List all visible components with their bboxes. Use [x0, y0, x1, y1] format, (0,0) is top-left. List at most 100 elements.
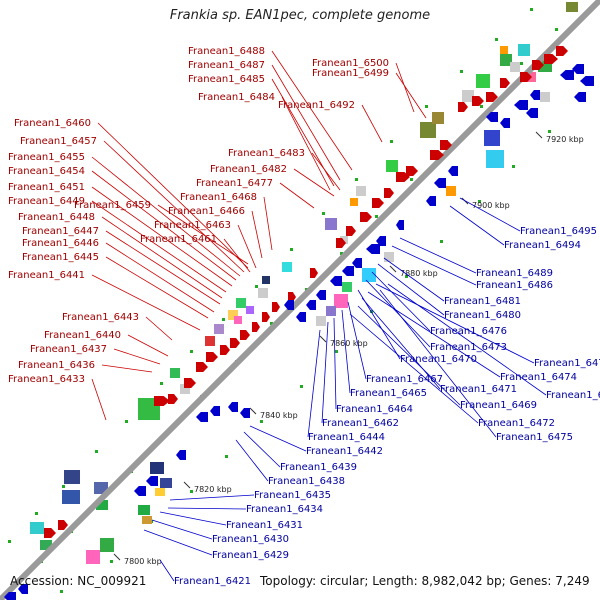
forward-gene-label: Franean1_6477: [196, 178, 273, 189]
forward-gene-arrow: [252, 322, 260, 332]
reverse-leader-line: [235, 439, 269, 482]
kbp-marker-label: 7840 kbp: [260, 411, 298, 420]
guide-mark: [375, 215, 378, 218]
forward-leader-line: [223, 238, 251, 273]
guide-mark: [160, 382, 163, 385]
forward-gene-label: Franean1_6492: [278, 100, 355, 111]
guide-mark: [440, 240, 443, 243]
reverse-gene-arrow: [296, 312, 306, 322]
forward-gene-arrow: [532, 60, 544, 70]
reverse-leader-line: [459, 197, 521, 232]
reverse-gene-label: Franean1_6480: [444, 310, 521, 321]
reverse-leader-line: [367, 291, 501, 378]
reverse-leader-line: [399, 237, 477, 274]
reverse-gene-label: Franean1_6481: [444, 296, 521, 307]
forward-gene-label: Franean1_6433: [8, 374, 85, 385]
reverse-leader-line: [449, 205, 505, 246]
forward-gene-label: Franean1_6463: [154, 220, 231, 231]
guide-mark: [425, 105, 428, 108]
track-block: [40, 540, 52, 550]
forward-leader-line: [105, 230, 221, 305]
feature-tracks: [30, 2, 578, 564]
track-block: [160, 478, 172, 488]
track-block: [350, 198, 358, 206]
forward-gene-arrow: [220, 345, 230, 355]
forward-leader-line: [263, 196, 273, 251]
forward-gene-arrow: [154, 396, 170, 406]
reverse-leader-line: [249, 425, 307, 452]
track-block: [138, 505, 150, 515]
forward-leader-line: [91, 378, 107, 421]
track-block: [446, 186, 456, 196]
forward-gene-arrow: [360, 212, 372, 222]
reverse-gene-label: Franean1_6486: [476, 280, 553, 291]
track-block: [258, 288, 268, 298]
track-block: [386, 160, 398, 172]
forward-leader-line: [105, 242, 215, 313]
reverse-gene-arrow: [448, 166, 458, 176]
reverse-gene-arrow: [376, 236, 386, 246]
reverse-gene-arrow: [316, 290, 326, 300]
reverse-gene-label: Franean1_6444: [308, 432, 385, 443]
gene-labels: Franean1_6488 Franean1_6487 Franean1_6485 F…: [8, 46, 600, 587]
guide-mark: [335, 350, 338, 353]
reverse-leader-line: [357, 305, 461, 406]
forward-gene-arrow: [486, 92, 498, 102]
reverse-gene-arrow: [176, 450, 186, 460]
track-block: [142, 516, 152, 524]
reverse-gene-label: Franean1_6467: [366, 374, 443, 385]
guide-mark: [190, 490, 193, 493]
guide-mark: [460, 70, 463, 73]
forward-leader-line: [103, 140, 245, 273]
reverse-gene-arrow: [500, 118, 510, 128]
forward-gene-arrow: [520, 72, 532, 82]
track-block: [155, 488, 165, 496]
track-block: [236, 298, 246, 308]
forward-leader-line: [293, 168, 335, 197]
forward-leader-line: [311, 152, 341, 191]
reverse-gene-arrow: [18, 584, 28, 594]
forward-gene-label: Franean1_6484: [198, 92, 275, 103]
reverse-gene-arrow: [196, 412, 208, 422]
reverse-gene-label: Franean1_6479: [546, 390, 600, 401]
track-block: [384, 252, 394, 262]
reverse-gene-label: Franean1_6421: [174, 576, 251, 587]
forward-gene-label: Franean1_6499: [312, 68, 389, 79]
reverse-leader-line: [383, 257, 445, 302]
forward-leader-line: [113, 348, 161, 365]
guide-mark: [8, 540, 11, 543]
track-block: [420, 122, 436, 138]
reverse-gene-label: Franean1_6465: [350, 388, 427, 399]
forward-gene-label: Franean1_6443: [62, 312, 139, 323]
guide-mark: [478, 200, 481, 203]
forward-gene-arrow: [230, 338, 240, 348]
reverse-gene-arrow: [560, 70, 574, 80]
forward-gene-label: Franean1_6440: [44, 330, 121, 341]
forward-gene-arrow: [168, 394, 178, 404]
reverse-gene-label: Franean1_6464: [336, 404, 413, 415]
label-leader-lines: [91, 50, 547, 582]
forward-gene-label: Franean1_6446: [22, 238, 99, 249]
track-block: [500, 46, 508, 54]
track-block: [518, 44, 530, 56]
guide-mark: [300, 385, 303, 388]
kbp-tick: [249, 407, 257, 415]
forward-gene-arrow: [556, 46, 568, 56]
track-block: [342, 282, 352, 292]
guide-mark: [290, 248, 293, 251]
forward-gene-arrow: [472, 96, 484, 106]
genome-title: Frankia sp. EAN1pec, complete genome: [169, 8, 431, 23]
forward-gene-arrow: [288, 292, 296, 302]
track-block: [484, 130, 500, 146]
forward-gene-arrow: [500, 78, 510, 88]
forward-gene-label: Franean1_6451: [8, 182, 85, 193]
reverse-gene-arrow: [330, 276, 342, 286]
kbp-tick: [389, 265, 397, 273]
reverse-gene-arrow: [366, 244, 380, 254]
guide-mark: [530, 8, 533, 11]
reverse-gene-label: Franean1_6431: [226, 520, 303, 531]
forward-leader-line: [145, 316, 173, 341]
guide-mark: [405, 275, 408, 278]
reverse-gene-arrow: [574, 92, 586, 102]
